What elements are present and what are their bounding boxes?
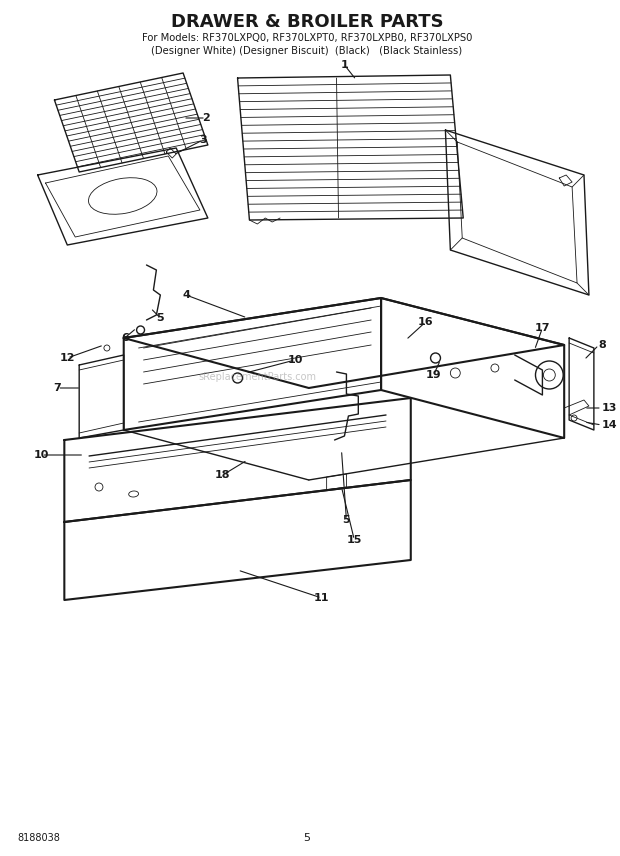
Text: 6: 6 <box>121 333 129 343</box>
Text: 4: 4 <box>182 290 190 300</box>
Text: 5: 5 <box>303 833 311 843</box>
Text: 15: 15 <box>347 535 362 545</box>
Text: 3: 3 <box>199 135 206 145</box>
Text: 19: 19 <box>426 370 441 380</box>
Text: 11: 11 <box>314 593 329 603</box>
Text: 12: 12 <box>60 353 75 363</box>
Text: 8: 8 <box>599 340 606 350</box>
Text: 10: 10 <box>287 355 303 365</box>
Text: 2: 2 <box>202 113 210 123</box>
Text: 8188038: 8188038 <box>18 833 61 843</box>
Text: 1: 1 <box>340 60 348 70</box>
Text: sReplacementParts.com: sReplacementParts.com <box>199 372 317 382</box>
Text: For Models: RF370LXPQ0, RF370LXPT0, RF370LXPB0, RF370LXPS0: For Models: RF370LXPQ0, RF370LXPT0, RF37… <box>141 33 472 43</box>
Text: 10: 10 <box>34 450 49 460</box>
Text: 14: 14 <box>602 420 618 430</box>
Text: 17: 17 <box>534 323 550 333</box>
Text: 16: 16 <box>418 317 433 327</box>
Text: 5: 5 <box>343 515 350 525</box>
Text: DRAWER & BROILER PARTS: DRAWER & BROILER PARTS <box>170 13 443 31</box>
Text: 18: 18 <box>215 470 231 480</box>
Text: 7: 7 <box>53 383 61 393</box>
Text: (Designer White) (Designer Biscuit)  (Black)   (Black Stainless): (Designer White) (Designer Biscuit) (Bla… <box>151 46 463 56</box>
Text: 5: 5 <box>156 313 164 323</box>
Text: 13: 13 <box>602 403 617 413</box>
